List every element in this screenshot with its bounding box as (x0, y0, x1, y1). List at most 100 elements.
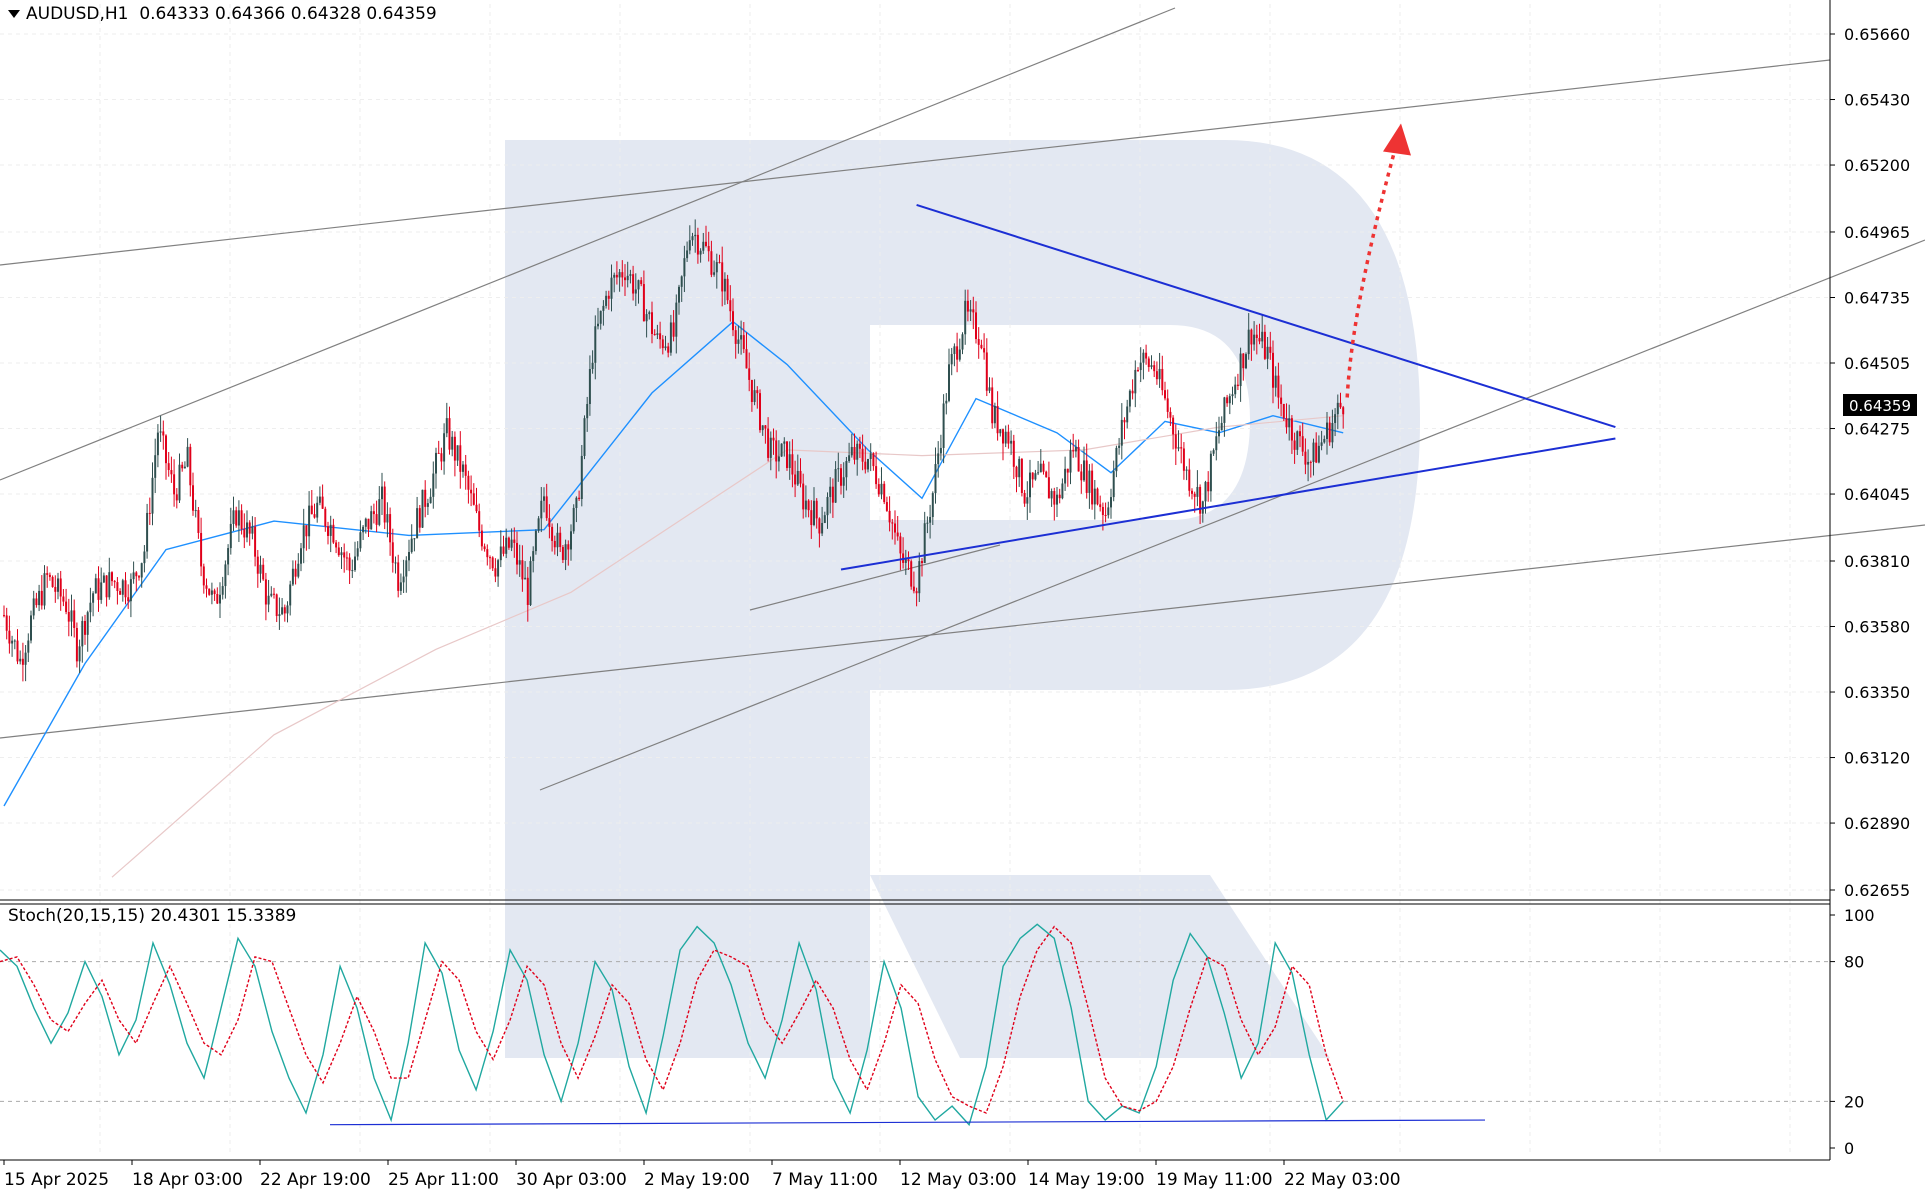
candle-body (972, 309, 975, 313)
candle-body (227, 548, 230, 565)
candle-body (254, 526, 257, 557)
candle-body (1007, 431, 1010, 444)
candle-body (27, 640, 30, 653)
candle-body (745, 349, 748, 369)
candle-body (723, 278, 726, 292)
candle-body (256, 556, 259, 574)
candle-body (732, 311, 734, 331)
candle-body (94, 578, 97, 594)
candle-body (1134, 369, 1137, 394)
candle-body (1150, 365, 1153, 368)
candle-body (89, 602, 92, 613)
candle-body (737, 339, 740, 344)
candle-body (869, 453, 872, 459)
candle-body (513, 539, 516, 543)
candle-body (170, 470, 173, 475)
candle-body (926, 522, 929, 524)
candle-body (910, 561, 913, 587)
candle-body (375, 514, 378, 525)
candle-body (480, 530, 483, 547)
candle-body (678, 286, 680, 303)
candle-body (672, 322, 675, 337)
candle-body (988, 387, 991, 391)
candle-body (275, 594, 278, 617)
candle-body (1093, 488, 1096, 505)
candle-body (831, 486, 834, 503)
candle-body (246, 522, 248, 538)
candle-body (1029, 472, 1031, 498)
candle-body (3, 615, 5, 617)
candle-body (610, 277, 613, 299)
candle-body (356, 548, 359, 557)
candle-body (294, 568, 297, 577)
y-tick-label: 0.64735 (1844, 288, 1910, 307)
candle-body (850, 447, 853, 456)
candle-body (11, 640, 14, 644)
x-tick-label: 22 May 03:00 (1284, 1170, 1401, 1190)
candle-body (354, 556, 356, 571)
candle-body (1326, 422, 1328, 439)
candle-body (494, 568, 497, 577)
candle-body (937, 453, 940, 465)
candle-body (729, 300, 732, 312)
candle-body (189, 446, 192, 486)
candle-body (464, 464, 467, 476)
candle-body (1018, 458, 1021, 478)
stochastic-panel (0, 899, 1830, 1127)
candle-body (146, 512, 149, 552)
candle-body (213, 590, 216, 595)
candle-body (335, 542, 338, 548)
candle-body (73, 610, 76, 629)
candle-body (540, 500, 543, 519)
candle-body (219, 594, 221, 604)
candle-body (435, 452, 437, 474)
candle-body (815, 500, 818, 519)
candle-body (567, 544, 570, 550)
candle-body (802, 483, 805, 510)
candle-body (621, 272, 624, 278)
candle-body (518, 560, 521, 565)
candle-body (837, 468, 840, 470)
candle-body (1242, 353, 1245, 369)
candle-body (915, 591, 918, 594)
candle-body (591, 362, 594, 370)
candle-body (1169, 411, 1172, 418)
candle-body (1153, 365, 1156, 372)
candle-body (57, 578, 59, 592)
candle-body (529, 561, 532, 605)
candle-body (875, 466, 878, 485)
axes (0, 0, 1831, 1161)
candle-body (1317, 445, 1320, 463)
candle-body (966, 300, 969, 312)
candle-body (175, 494, 178, 501)
candle-body (894, 523, 896, 533)
candle-body (100, 582, 103, 600)
candle-body (1334, 414, 1337, 424)
current-price-tag: 0.64359 (1843, 394, 1917, 416)
candle-body (575, 497, 578, 508)
candle-body (102, 575, 105, 583)
chevron-down-icon[interactable] (8, 10, 20, 18)
candle-body (362, 526, 365, 533)
candle-body (683, 258, 686, 277)
candle-body (713, 272, 716, 275)
channel-line (0, 7, 1176, 481)
candle-body (534, 530, 537, 552)
candle-body (1185, 469, 1188, 471)
candle-body (19, 658, 22, 662)
candle-body (572, 507, 575, 532)
candle-body (1304, 451, 1307, 465)
candle-body (321, 496, 324, 509)
candle-body (232, 510, 235, 524)
candle-body (993, 406, 996, 424)
candle-body (1290, 418, 1293, 441)
candle-body (1085, 460, 1088, 493)
candle-body (489, 557, 491, 559)
candle-body (948, 364, 950, 401)
candle-body (1045, 471, 1048, 478)
candle-body (975, 312, 977, 340)
candle-body (1115, 447, 1118, 472)
candle-body (1285, 418, 1288, 428)
candle-body (794, 474, 797, 485)
candle-body (810, 510, 813, 526)
